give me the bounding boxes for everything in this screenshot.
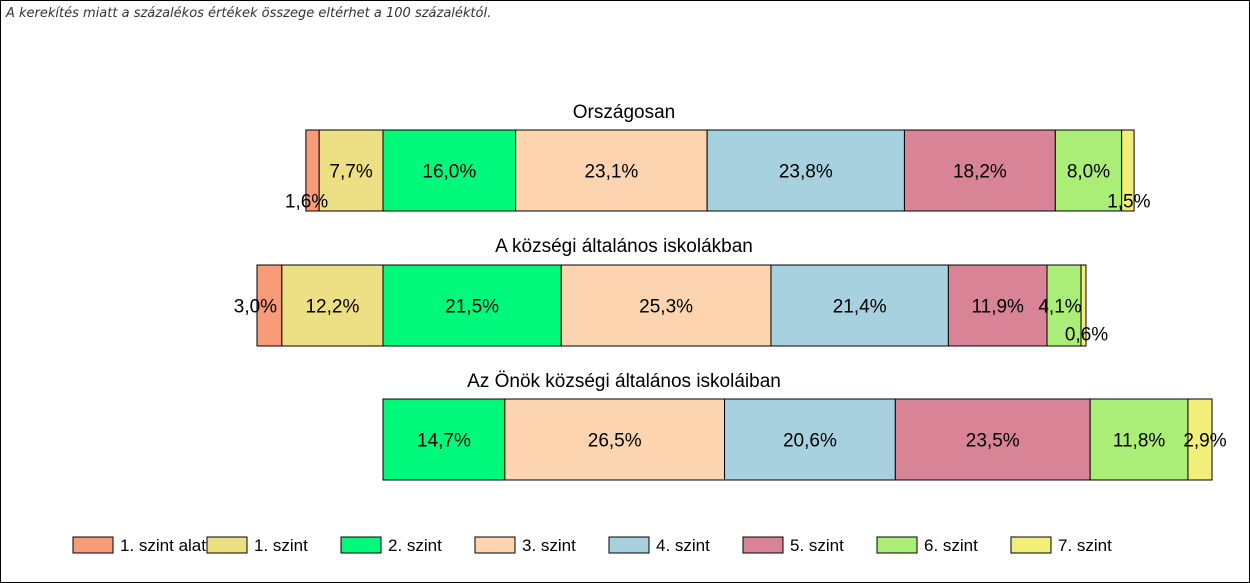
data-label: 20,6%: [783, 431, 837, 452]
data-label: 21,5%: [445, 297, 499, 318]
data-label: 26,5%: [588, 431, 642, 452]
data-label: 18,2%: [953, 162, 1007, 183]
bar-segment: [894, 398, 1091, 481]
bar-segment: [560, 264, 772, 347]
data-label: 4,1%: [1038, 297, 1081, 318]
group-title: Az Önök községi általános iskoláiban: [467, 371, 781, 392]
group-title: Országosan: [573, 102, 675, 123]
bar-segment: [1187, 398, 1213, 481]
legend-swatch: [474, 536, 516, 554]
bar-segment: [515, 129, 708, 212]
legend-label: 4. szint: [656, 536, 710, 555]
legend-swatch: [72, 536, 114, 554]
bar-segment: [504, 398, 726, 481]
legend-swatch: [608, 536, 650, 554]
legend-swatch: [340, 536, 382, 554]
bar-segment: [724, 398, 896, 481]
data-label: 16,0%: [422, 162, 476, 183]
data-label: 23,8%: [779, 162, 833, 183]
data-label: 23,5%: [966, 431, 1020, 452]
bar-segment: [1121, 129, 1135, 212]
legend-swatch: [206, 536, 248, 554]
bar-segment: [1089, 398, 1189, 481]
data-label: 11,9%: [971, 297, 1024, 318]
bar-segment: [318, 129, 384, 212]
legend-label: 6. szint: [924, 536, 978, 555]
legend-label: 1. szint: [254, 536, 308, 555]
legend-label: 3. szint: [522, 536, 576, 555]
data-label: 3,0%: [234, 297, 277, 318]
bar-segment: [706, 129, 905, 212]
data-label: 21,4%: [833, 297, 887, 318]
bar-segment: [382, 264, 562, 347]
bar-segment: [281, 264, 384, 347]
bar-segment: [256, 264, 283, 347]
data-label: 25,3%: [639, 297, 693, 318]
group-title: A községi általános iskolákban: [495, 236, 753, 257]
data-label: 14,7%: [417, 431, 471, 452]
bar-segment: [1054, 129, 1123, 212]
rounding-note: A kerekítés miatt a százalékos értékek ö…: [6, 6, 492, 21]
data-label: 7,7%: [329, 162, 372, 183]
data-label: 8,0%: [1067, 162, 1110, 183]
legend-label: 7. szint: [1058, 536, 1112, 555]
data-label: 23,1%: [584, 162, 638, 183]
data-label: 2,9%: [1183, 431, 1226, 452]
legend-label: 1. szint alatti: [120, 536, 215, 555]
bar-segment: [1080, 264, 1087, 347]
data-label: 12,2%: [305, 297, 359, 318]
legend-label: 5. szint: [790, 536, 844, 555]
bar-segment: [947, 264, 1048, 347]
data-label: 11,8%: [1113, 431, 1166, 452]
bar-segment: [770, 264, 949, 347]
legend-swatch: [1010, 536, 1052, 554]
bar-segment: [903, 129, 1056, 212]
legend-swatch: [876, 536, 918, 554]
bar-segment: [382, 398, 506, 481]
legend-swatch: [742, 536, 784, 554]
legend-label: 2. szint: [388, 536, 442, 555]
data-label: 1,5%: [1107, 192, 1150, 213]
data-label: 1,6%: [285, 192, 328, 213]
data-label: 0,6%: [1065, 325, 1108, 346]
